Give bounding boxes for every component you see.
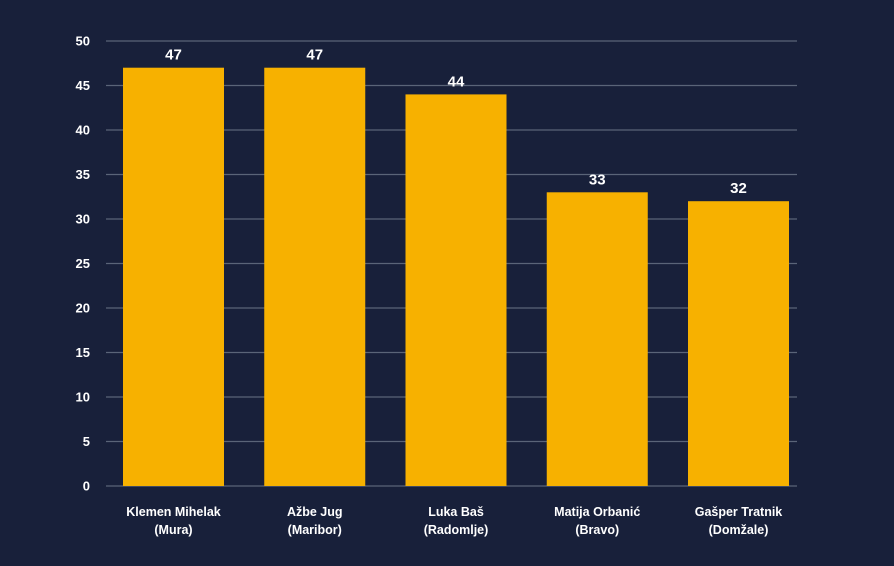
bar bbox=[688, 201, 789, 486]
x-axis-categories: Klemen Mihelak (Mura) Ažbe Jug (Maribor) Luk… bbox=[126, 505, 782, 537]
data-label: 32 bbox=[730, 180, 747, 197]
y-axis-ticks: 0 5 10 15 20 25 30 35 40 45 50 bbox=[76, 34, 90, 494]
y-tick-label: 5 bbox=[83, 434, 90, 449]
x-category-label: (Domžale) bbox=[709, 523, 769, 537]
x-category-label: (Mura) bbox=[154, 523, 192, 537]
y-tick-label: 30 bbox=[76, 212, 90, 227]
y-tick-label: 50 bbox=[76, 34, 90, 49]
y-tick-label: 35 bbox=[76, 167, 90, 182]
data-labels: 47 47 44 33 32 bbox=[165, 47, 747, 197]
y-tick-label: 20 bbox=[76, 301, 90, 316]
y-tick-label: 40 bbox=[76, 123, 90, 138]
x-category-label: Matija Orbanić bbox=[554, 505, 640, 519]
bar bbox=[546, 192, 648, 487]
x-category-label: Klemen Mihelak bbox=[126, 505, 221, 519]
x-category-label: (Bravo) bbox=[575, 523, 619, 537]
x-category-label: (Maribor) bbox=[288, 523, 342, 537]
bar bbox=[264, 67, 366, 486]
bar bbox=[405, 94, 507, 487]
y-tick-label: 25 bbox=[76, 256, 90, 271]
y-tick-label: 15 bbox=[76, 345, 90, 360]
data-label: 44 bbox=[448, 73, 465, 90]
bars bbox=[123, 67, 789, 487]
data-label: 33 bbox=[589, 171, 606, 188]
data-label: 47 bbox=[165, 47, 182, 64]
x-category-label: Ažbe Jug bbox=[287, 505, 343, 519]
x-category-label: (Radomlje) bbox=[424, 523, 489, 537]
y-tick-label: 45 bbox=[76, 78, 90, 93]
y-tick-label: 0 bbox=[83, 479, 90, 494]
x-category-label: Luka Baš bbox=[428, 505, 484, 519]
data-label: 47 bbox=[306, 47, 323, 64]
bar bbox=[123, 67, 224, 486]
x-category-label: Gašper Tratnik bbox=[695, 505, 783, 519]
y-tick-label: 10 bbox=[76, 390, 90, 405]
